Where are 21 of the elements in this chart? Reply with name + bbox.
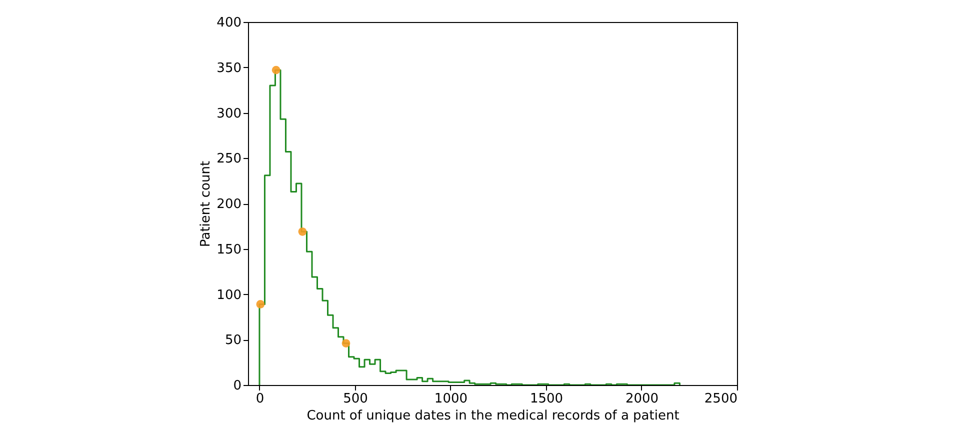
y-axis-title: Patient count: [198, 160, 214, 248]
y-tick-label: 300: [216, 106, 242, 122]
x-tick-label: 500: [343, 392, 368, 406]
x-tick-label: 0: [256, 392, 264, 406]
point: [342, 339, 350, 348]
y-tick-label: 150: [216, 242, 242, 258]
x-tick-label: 2000: [625, 392, 659, 406]
x-axis-title: Count of unique dates in the medical records of a patient: [306, 408, 680, 424]
y-tick-label: 350: [216, 60, 242, 76]
x-tick-label: 1500: [530, 392, 564, 406]
point: [272, 66, 280, 74]
x-tick-label: 1000: [434, 392, 468, 406]
y-tick-label: 400: [216, 16, 242, 30]
y-tick-label: 100: [216, 288, 242, 303]
y-tick-label: 200: [216, 197, 242, 212]
y-tick-label: 50: [224, 333, 242, 348]
y-tick-label: 0: [233, 378, 242, 394]
point: [298, 227, 307, 236]
point: [256, 300, 265, 308]
x-tick-label: 2500: [704, 392, 738, 406]
y-tick-label: 250: [216, 152, 242, 167]
